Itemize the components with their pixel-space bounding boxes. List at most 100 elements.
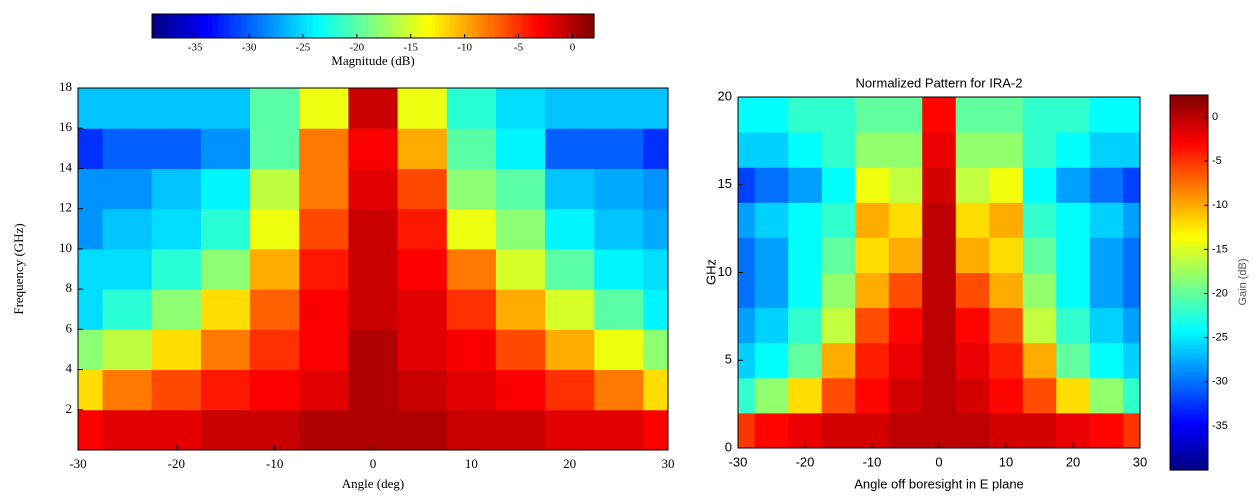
heatmap-cell — [1089, 272, 1124, 309]
heatmap-cell — [151, 248, 202, 290]
heatmap-cell — [738, 132, 756, 168]
colorbar-step — [1170, 352, 1208, 359]
colorbar-step — [1170, 132, 1208, 138]
colorbar-step — [1170, 376, 1208, 382]
heatmap-cell — [545, 329, 595, 371]
colorbar-step — [245, 14, 253, 38]
colorbar-step — [516, 14, 523, 38]
heatmap-cell — [788, 412, 823, 448]
colorbar-step — [317, 14, 324, 38]
colorbar — [151, 13, 595, 39]
heatmap-cell — [545, 128, 595, 169]
colorbar-step — [157, 14, 164, 38]
heatmap-cell — [348, 369, 399, 411]
colorbar-step — [1170, 348, 1208, 354]
heatmap-cell — [989, 237, 1024, 273]
x-tick-label: -20 — [168, 456, 185, 471]
colorbar-step — [1170, 212, 1208, 218]
heatmap-cell — [821, 272, 856, 309]
heatmap-cell — [250, 289, 300, 330]
colorbar-tick-label: 0 — [570, 42, 576, 54]
colorbar-step — [290, 14, 297, 38]
heatmap-cell — [1089, 97, 1124, 133]
colorbar-step — [582, 14, 590, 38]
heatmap-cell — [299, 168, 349, 210]
heatmap-cell — [788, 97, 823, 133]
heatmap-cell — [788, 132, 823, 168]
colorbar-step — [1170, 357, 1208, 363]
colorbar-tick-label: -5 — [1212, 155, 1222, 167]
colorbar-step — [489, 14, 496, 38]
colorbar-tick-label: -35 — [1212, 420, 1228, 432]
heatmap-cell — [348, 409, 399, 450]
heatmap-cell — [1022, 272, 1057, 309]
x-tick-label: -10 — [266, 456, 283, 471]
heatmap-cell — [855, 132, 890, 168]
heatmap-cell — [397, 128, 448, 169]
colorbar-step — [251, 14, 258, 38]
heatmap-cell — [594, 128, 644, 169]
heatmap-cell — [545, 208, 595, 250]
y-tick-label: 16 — [59, 119, 73, 134]
heatmap-cell — [78, 88, 104, 129]
colorbar-step — [301, 14, 308, 38]
colorbar-step — [350, 14, 358, 38]
heatmap-cell — [821, 132, 856, 168]
colorbar-step — [389, 14, 396, 38]
colorbar-step — [1170, 460, 1208, 466]
colorbar-step — [279, 14, 286, 38]
heatmap-cell — [446, 369, 497, 411]
heatmap-cell — [888, 132, 923, 168]
heatmap-cell — [446, 248, 497, 290]
heatmap-cell — [594, 329, 644, 371]
colorbar-tick-label: -25 — [296, 42, 311, 54]
colorbar-step — [312, 14, 319, 38]
heatmap-cell — [989, 342, 1024, 379]
heatmap-cell — [922, 167, 957, 203]
heatmap-cell — [643, 329, 668, 371]
colorbar-step — [395, 14, 402, 38]
x-tick-label: 20 — [1066, 454, 1080, 469]
heatmap-cell — [151, 409, 202, 450]
heatmap-cell — [397, 369, 448, 411]
heatmap-cell — [250, 248, 300, 290]
colorbar-step — [356, 14, 363, 38]
heatmap-cell — [855, 342, 890, 379]
y-axis-label: Frequency (GHz) — [11, 223, 26, 314]
heatmap-cell — [922, 272, 957, 309]
x-tick-label: 30 — [1133, 454, 1147, 469]
colorbar-step — [428, 14, 435, 38]
colorbar-step — [1170, 254, 1208, 260]
x-axis-label: Angle (deg) — [342, 476, 404, 491]
colorbar-step — [229, 14, 236, 38]
heatmap-cell — [495, 248, 546, 290]
colorbar-step — [1170, 291, 1208, 298]
heatmap-cell — [495, 369, 546, 411]
heatmap-cell — [1123, 377, 1140, 414]
colorbar-step — [339, 14, 346, 38]
colorbar-step — [1170, 95, 1208, 101]
heatmap-cell — [200, 248, 251, 290]
heatmap-cell — [102, 329, 153, 371]
colorbar-step — [566, 14, 573, 38]
colorbar-step — [306, 14, 313, 38]
colorbar-step — [472, 14, 479, 38]
colorbar-step — [1170, 310, 1208, 316]
y-axis-label: GHz — [703, 259, 718, 285]
colorbar-step — [1170, 216, 1208, 223]
heatmap-cell — [788, 202, 823, 238]
colorbar-step — [505, 14, 512, 38]
heatmap-cell — [200, 369, 251, 411]
heatmap-cell — [643, 369, 668, 411]
heatmap-cell — [1089, 167, 1124, 203]
y-tick-label: 10 — [718, 264, 732, 279]
heatmap-cell — [78, 409, 104, 450]
heatmap-cell — [1089, 412, 1124, 448]
colorbar-step — [1170, 249, 1208, 255]
heatmap-cell — [299, 88, 349, 129]
heatmap-cell — [594, 248, 644, 290]
colorbar-step — [207, 14, 214, 38]
x-tick-label: 0 — [935, 454, 942, 469]
colorbar-step — [1170, 263, 1208, 270]
colorbar-step — [433, 14, 440, 38]
